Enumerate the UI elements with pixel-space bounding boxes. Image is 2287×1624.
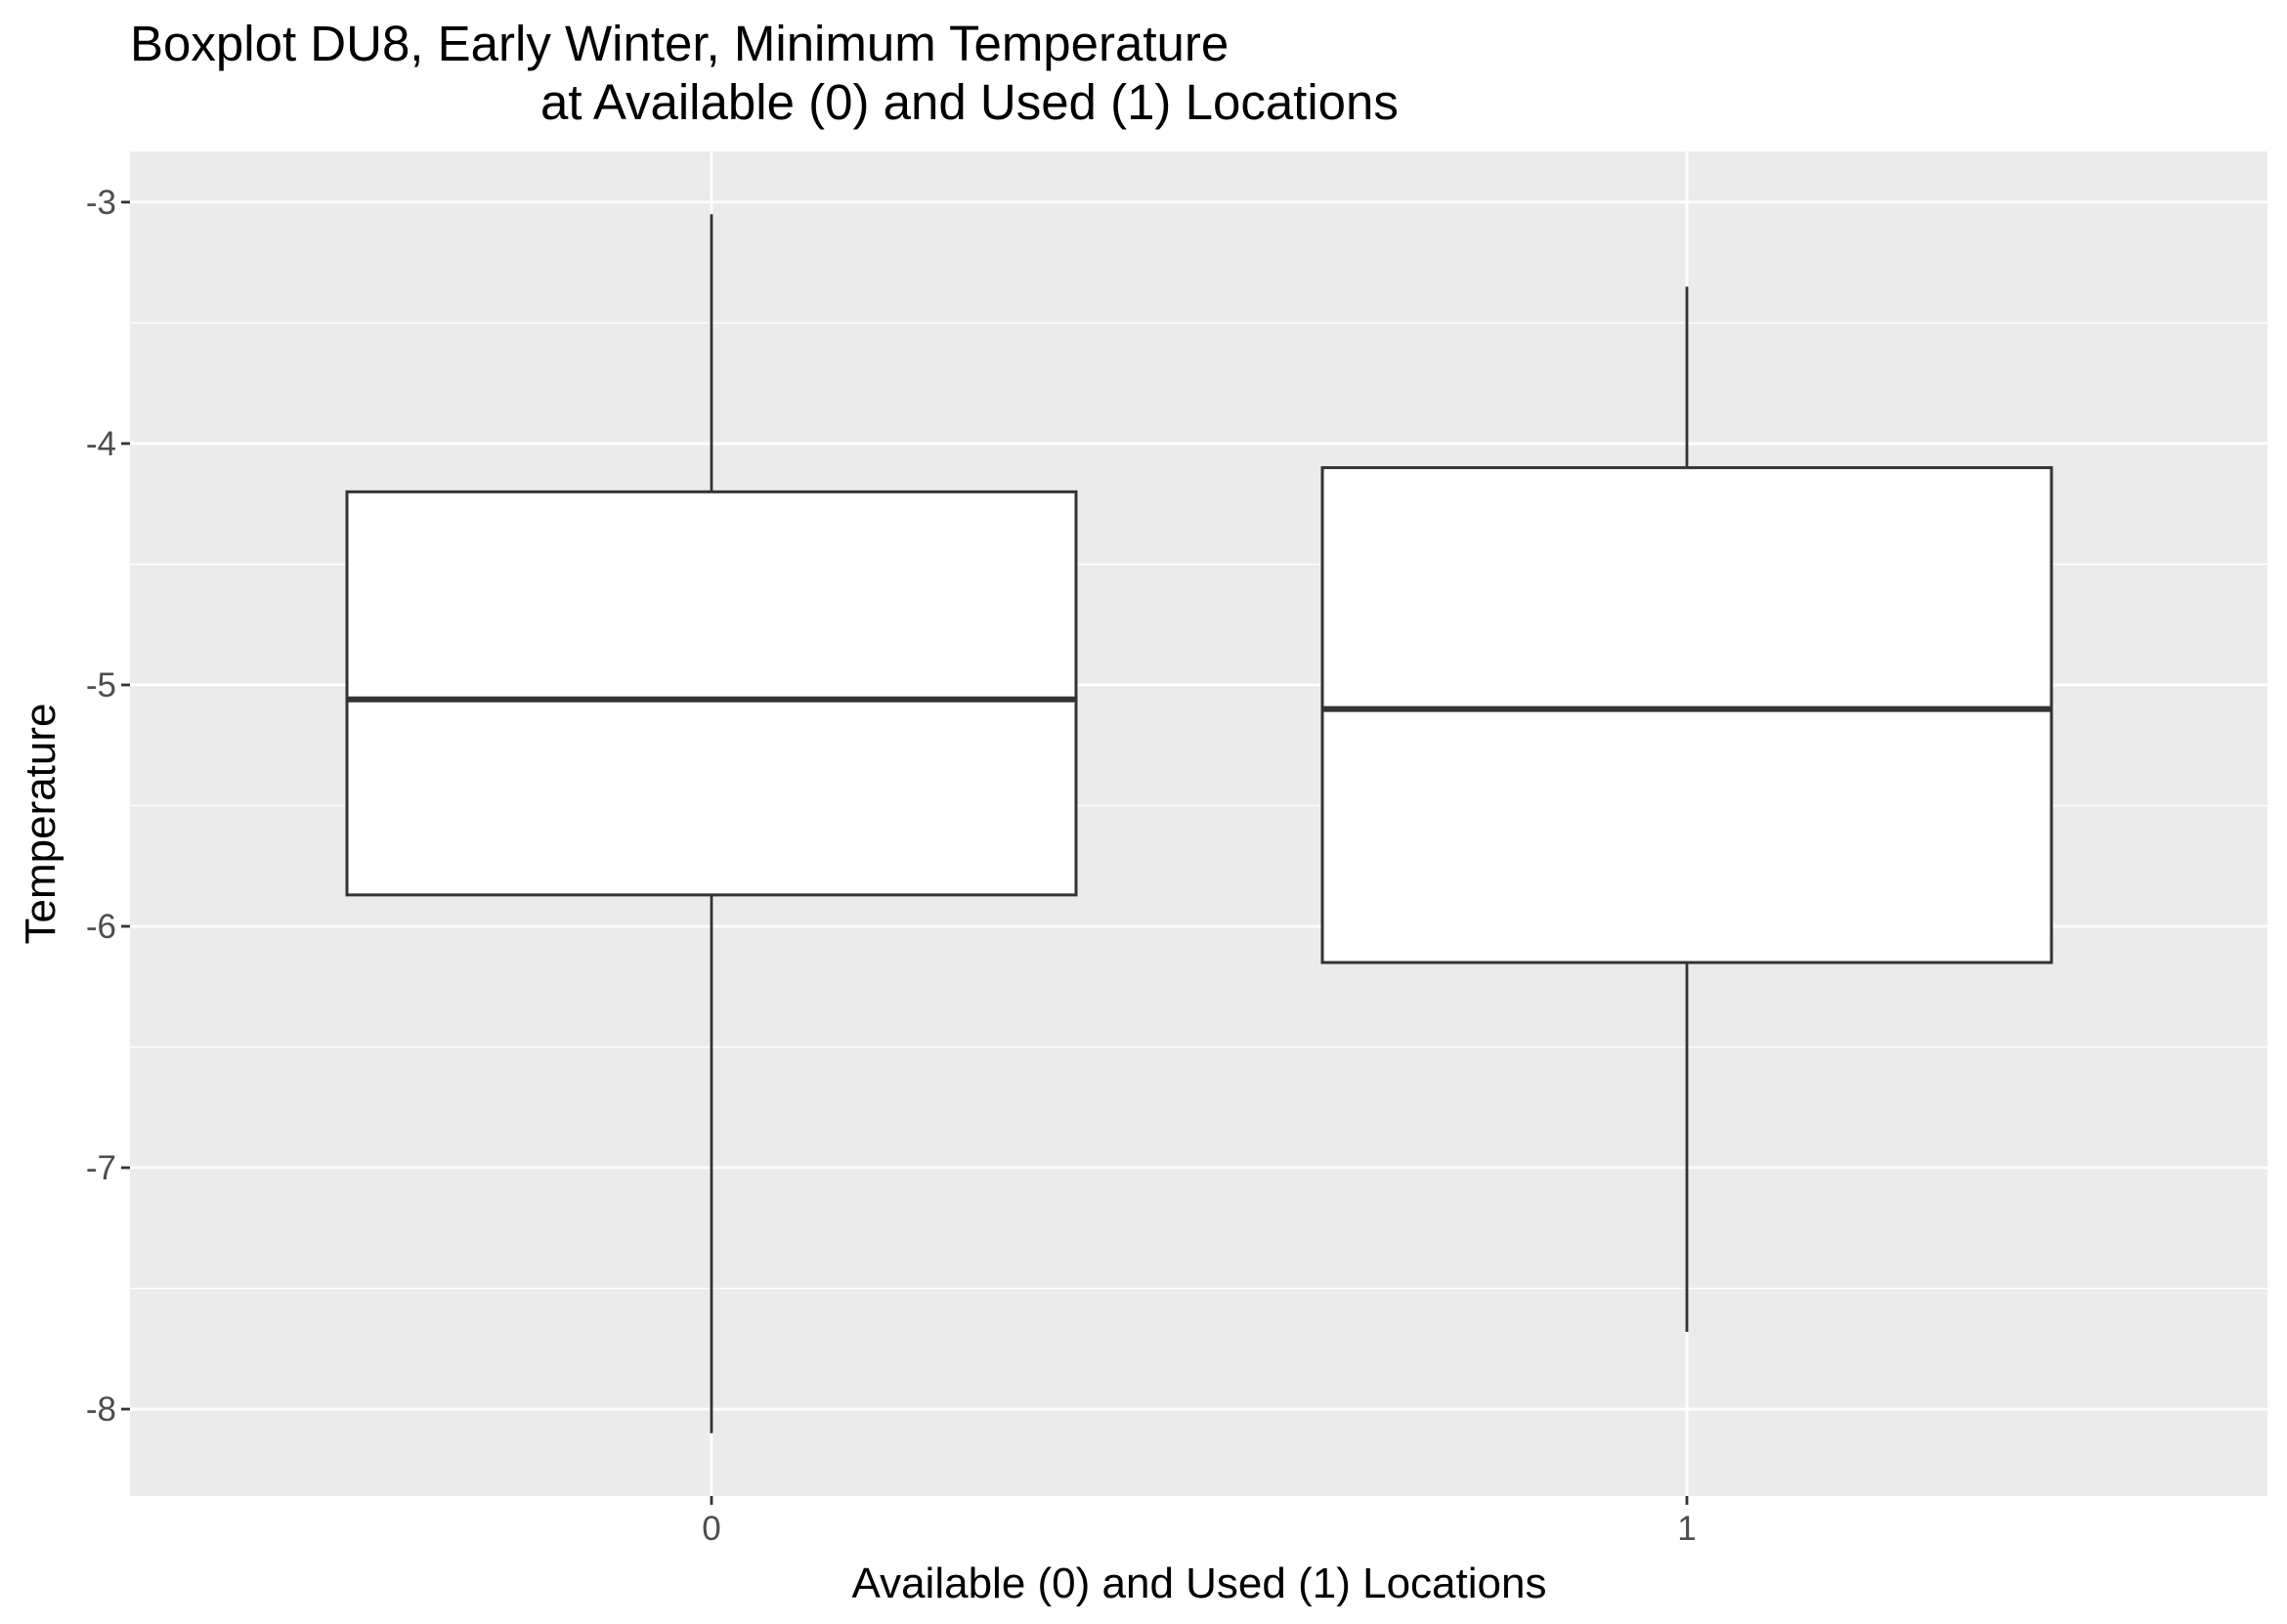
y-tick-label: -7 [86,1149,116,1187]
x-tick-label: 1 [1677,1510,1696,1548]
x-tick-label: 0 [702,1510,720,1548]
y-tick-label: -8 [86,1390,116,1429]
y-axis: -3 -4 -5 -6 -7 -8 [86,184,130,1429]
y-axis-title: Temperature [17,703,65,944]
y-tick-label: -4 [86,425,116,463]
y-tick-label: -6 [86,908,116,946]
x-axis-title: Available (0) and Used (1) Locations [852,1560,1547,1607]
chart-title-line-1: Boxplot DU8, Early Winter, Minimum Tempe… [130,16,1229,71]
box-1 [1320,286,2053,1333]
box-0 [345,214,1078,1433]
y-tick-label: -3 [86,184,116,222]
box-series [345,214,2053,1433]
interquartile-box [1320,466,2053,964]
y-tick-label: -5 [86,666,116,705]
chart-title-line-2: at Available (0) and Used (1) Locations [540,74,1399,130]
interquartile-box [345,490,1078,897]
